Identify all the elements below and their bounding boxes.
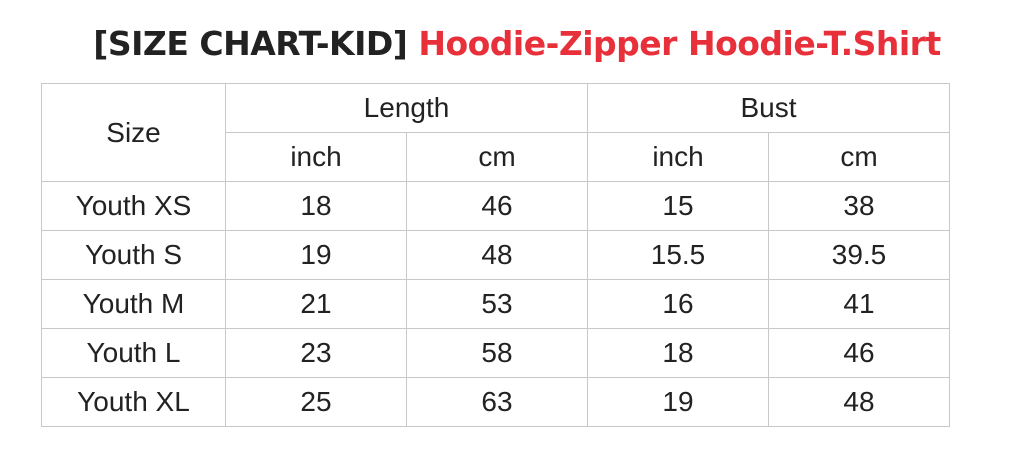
value-cell: 19 <box>587 377 769 427</box>
size-cell: Youth XS <box>41 181 226 231</box>
size-cell: Youth L <box>41 328 226 378</box>
value-cell: 21 <box>225 279 407 329</box>
title-prefix: [SIZE CHART-KID] <box>93 24 408 63</box>
value-cell: 63 <box>406 377 588 427</box>
value-cell: 15 <box>587 181 769 231</box>
unit-header: inch <box>587 132 769 182</box>
table-row: Youth S 19 48 15.5 39.5 <box>41 230 950 280</box>
size-chart-table: Size Length Bust inch cm inch cm Youth X… <box>41 83 950 427</box>
size-header: Size <box>41 83 226 182</box>
value-cell: 48 <box>406 230 588 280</box>
value-cell: 25 <box>225 377 407 427</box>
size-cell: Youth XL <box>41 377 226 427</box>
value-cell: 46 <box>406 181 588 231</box>
table-row: Youth XS 18 46 15 38 <box>41 181 950 231</box>
value-cell: 18 <box>225 181 407 231</box>
table-row: Youth M 21 53 16 41 <box>41 279 950 329</box>
table-row: Youth L 23 58 18 46 <box>41 328 950 378</box>
value-cell: 39.5 <box>768 230 950 280</box>
unit-header: cm <box>768 132 950 182</box>
value-cell: 38 <box>768 181 950 231</box>
length-header: Length <box>225 83 588 133</box>
unit-header: cm <box>406 132 588 182</box>
value-cell: 15.5 <box>587 230 769 280</box>
value-cell: 19 <box>225 230 407 280</box>
value-cell: 18 <box>587 328 769 378</box>
value-cell: 53 <box>406 279 588 329</box>
value-cell: 58 <box>406 328 588 378</box>
size-cell: Youth S <box>41 230 226 280</box>
value-cell: 23 <box>225 328 407 378</box>
title-products: Hoodie-Zipper Hoodie-T.Shirt <box>418 24 941 63</box>
value-cell: 48 <box>768 377 950 427</box>
page-title: [SIZE CHART-KID] Hoodie-Zipper Hoodie-T.… <box>0 24 1034 63</box>
value-cell: 41 <box>768 279 950 329</box>
value-cell: 16 <box>587 279 769 329</box>
table-row: Youth XL 25 63 19 48 <box>41 377 950 427</box>
unit-header: inch <box>225 132 407 182</box>
bust-header: Bust <box>587 83 950 133</box>
value-cell: 46 <box>768 328 950 378</box>
size-cell: Youth M <box>41 279 226 329</box>
